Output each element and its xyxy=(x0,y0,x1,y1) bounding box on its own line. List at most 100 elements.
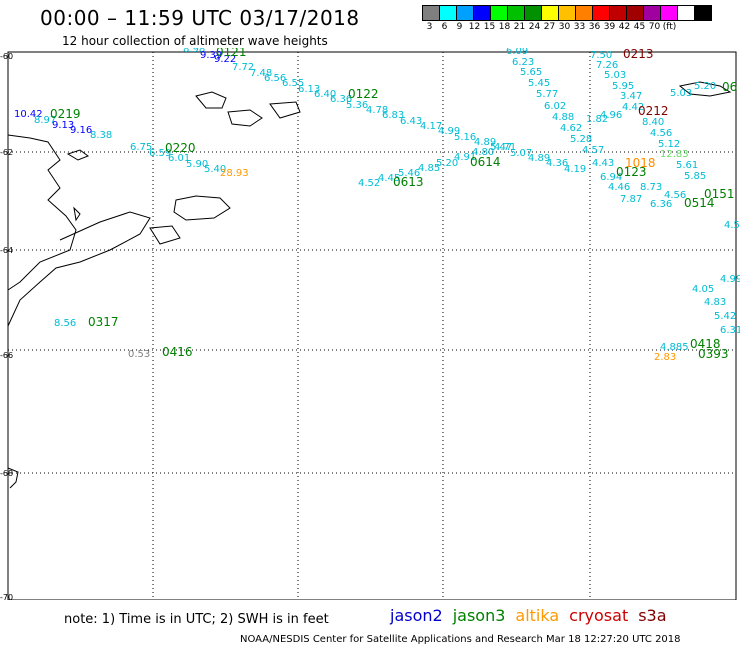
wave-height-value: 9.39 xyxy=(200,50,222,61)
wave-height-value: 4.885 xyxy=(660,342,689,353)
wave-height-value: 4.96 xyxy=(600,110,622,121)
pass-time-label: 0122 xyxy=(348,87,379,101)
wave-height-value: 5.12 xyxy=(658,139,680,150)
graticule xyxy=(8,52,736,600)
wave-height-value: 9.13 xyxy=(52,120,74,131)
wave-height-value: 7.87 xyxy=(620,194,642,205)
lat-label: -70 xyxy=(0,593,13,600)
scale-swatch xyxy=(592,5,610,21)
island-c xyxy=(195,91,227,109)
scale-label: 9 xyxy=(456,22,463,32)
wave-height-value: 6.01 xyxy=(168,153,190,164)
scale-label: 18 xyxy=(498,22,511,32)
wave-height-value: 8.73 xyxy=(640,182,662,193)
wave-height-value: 5.20 xyxy=(694,81,716,92)
legend-altika: altika xyxy=(515,606,560,625)
scale-swatch xyxy=(473,5,491,21)
pass-time-label: 0613 xyxy=(393,175,424,189)
wave-height-value: 6.83 xyxy=(382,110,404,121)
legend-cryosat: cryosat xyxy=(569,606,629,625)
scale-swatch xyxy=(524,5,542,21)
wave-height-value: 5.03 xyxy=(604,70,626,81)
wave-height-value: 8.98 xyxy=(183,48,205,55)
island-e xyxy=(269,101,301,119)
scale-swatch xyxy=(660,5,678,21)
wave-height-value: 5.28 xyxy=(570,134,592,145)
wave-height-value: 5.03 xyxy=(670,88,692,99)
wave-height-value: 6.94 xyxy=(600,172,622,183)
scale-swatch xyxy=(541,5,559,21)
island-a xyxy=(173,195,231,221)
scale-swatch xyxy=(422,5,440,21)
wave-height-value: 4.36 xyxy=(546,158,568,169)
wave-height-value: 4.19 xyxy=(564,164,586,175)
wave-height-value: 4.89 xyxy=(474,137,496,148)
coastline xyxy=(7,81,732,489)
wave-height-value: 4.42 xyxy=(622,102,644,113)
pass-time-label: 0151 xyxy=(704,187,735,201)
pass-time-label: 0614 xyxy=(470,155,501,169)
pass-labels: 0121 0122 0219 0220 0613 0614 0213 0212 10180123… xyxy=(50,48,737,361)
scale-label: 33 xyxy=(573,22,586,32)
wave-height-value: 6.36 xyxy=(650,199,672,210)
wave-height-value: 7.48 xyxy=(250,68,272,79)
wave-height-value: 2.83 xyxy=(654,352,676,363)
scale-swatch xyxy=(626,5,644,21)
scale-swatch xyxy=(439,5,457,21)
color-scale xyxy=(422,5,712,21)
island-d xyxy=(227,109,263,127)
scale-swatch xyxy=(558,5,576,21)
wave-height-value: 5.47 xyxy=(490,142,512,153)
wave-height-value: 4.5 xyxy=(724,220,740,231)
wave-height-value: 4.83 xyxy=(704,297,726,308)
scale-label: 3 xyxy=(426,22,433,32)
wave-height-value: 6.75 xyxy=(130,142,152,153)
wave-height-value: 6.55 xyxy=(282,78,304,89)
scale-label: 12 xyxy=(468,22,481,32)
pass-time-label: 0416 xyxy=(162,345,193,359)
wave-height-value: 4.99 xyxy=(720,274,740,285)
wave-height-value: 5.85 xyxy=(684,171,706,182)
wave-height-value: 5.40 xyxy=(204,164,226,175)
lat-label: -68 xyxy=(0,469,13,478)
wave-height-value: 5.61 xyxy=(676,160,698,171)
scale-label: 24 xyxy=(528,22,541,32)
satellite-legend: jason2 jason3 altika cryosat s3a xyxy=(390,606,667,625)
wave-height-value: 5.36 xyxy=(346,100,368,111)
wave-height-map: -60-62-64-66-68-70-57-54-51-48-45 8.989.… xyxy=(0,48,740,600)
scale-label: 39 xyxy=(603,22,616,32)
scale-swatch xyxy=(490,5,508,21)
wave-height-value: 4.43 xyxy=(592,158,614,169)
island-g xyxy=(678,81,732,97)
lat-label: -64 xyxy=(0,246,13,255)
wave-height-value: 6.43 xyxy=(400,116,422,127)
wave-height-value: 4.45 xyxy=(378,173,400,184)
peninsula-coast xyxy=(7,134,77,291)
wave-height-value: 4.78 xyxy=(366,105,388,116)
scale-label: 27 xyxy=(543,22,556,32)
wave-height-value: 9.16 xyxy=(70,125,92,136)
island-b xyxy=(149,225,181,245)
peninsula-coast-2 xyxy=(7,211,151,327)
scale-swatch xyxy=(507,5,525,21)
wave-height-value: 4.88 xyxy=(552,112,574,123)
wave-height-value: 4.89 xyxy=(528,153,550,164)
wave-height-value: 6.36 xyxy=(330,94,352,105)
wave-height-value: 4.56 xyxy=(664,190,686,201)
wave-height-value: 1.82 xyxy=(586,114,608,125)
wave-points: 8.989.399.227.727.486.566.556.136.406.36… xyxy=(14,48,740,363)
pass-time-label: 0317 xyxy=(88,315,119,329)
coast-bottom xyxy=(7,467,19,489)
wave-height-value: 5.07 xyxy=(510,148,532,159)
wave-height-value: 12.83 xyxy=(660,149,689,160)
scale-label: 45 xyxy=(633,22,646,32)
pass-time-label: 0123 xyxy=(616,165,647,179)
axis-labels: -60-62-64-66-68-70-57-54-51-48-45 xyxy=(0,52,13,600)
wave-height-value: 6.23 xyxy=(512,57,534,68)
wave-height-value: 4.56 xyxy=(650,128,672,139)
lat-label: -66 xyxy=(0,351,13,360)
scale-label: 6 xyxy=(441,22,448,32)
wave-height-value: 4.05 xyxy=(692,284,714,295)
wave-height-value: 4.85 xyxy=(418,163,440,174)
pass-time-label: 0418 xyxy=(690,337,721,351)
